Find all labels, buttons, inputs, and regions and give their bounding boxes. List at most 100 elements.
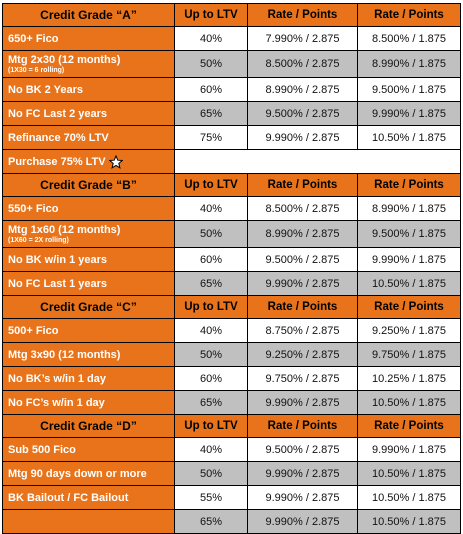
label-cell: No FC’s w/in 1 day [2,390,175,415]
ltv-cell: 40% [174,196,248,221]
ltv-cell: 50% [174,220,248,248]
row-label: Mtg 90 days down or more [8,467,147,480]
ltv-cell: 55% [174,485,248,510]
rate-cell: 9.990% / 1.875 [357,101,461,126]
rate-row: No FC Last 1 years 65% 9.990% / 2.875 10.50… [2,271,461,296]
rate-sheet: Credit Grade “A” Up to LTV Rate / Points Ra… [2,3,461,534]
label-cell [2,509,175,534]
star-icon [108,154,123,169]
rate-cell: 8.990% / 2.875 [247,77,358,102]
rate-cell: 9.990% / 2.875 [247,125,358,150]
ltv-cell: 60% [174,366,248,391]
table-body: Credit Grade “A” Up to LTV Rate / Points Ra… [2,3,461,534]
ltv-cell: 50% [174,342,248,367]
ltv-cell: 65% [174,101,248,126]
label-cell: No FC Last 2 years [2,101,175,126]
label-cell: BK Bailout / FC Bailout [2,485,175,510]
label-cell: No BK’s w/in 1 day [2,366,175,391]
header-row: Credit Grade “B” Up to LTV Rate / Points Ra… [2,173,461,197]
label-cell: Mtg 2x30 (12 months) (1X30 = 6 rolling) [2,50,175,78]
header-cell: Credit Grade “C” [2,295,175,319]
label-cell: No BK 2 Years [2,77,175,102]
ltv-cell: 60% [174,247,248,272]
row-label: Mtg 3x90 (12 months) [8,348,121,361]
rate-row: No BK w/in 1 years 60% 9.500% / 2.875 9.990… [2,247,461,272]
row-label: No BK 2 Years [8,83,84,96]
rate-cell: 9.250% / 1.875 [357,318,461,343]
header-cell: Up to LTV [174,173,248,197]
rate-row: No FC Last 2 years 65% 9.500% / 2.875 9.990… [2,101,461,126]
row-label: 650+ Fico [8,32,59,45]
rate-table: Credit Grade “A” Up to LTV Rate / Points Ra… [2,3,461,534]
header-cell: Rate / Points [247,295,358,319]
rate-cell: 9.990% / 2.875 [247,271,358,296]
row-label: Refinance 70% LTV [8,131,109,144]
label-cell: 500+ Fico [2,318,175,343]
rate-cell: 8.750% / 2.875 [247,318,358,343]
rate-cell: 9.750% / 2.875 [247,366,358,391]
header-cell: Rate / Points [357,173,461,197]
row-label: Sub 500 Fico [8,443,76,456]
row-label: Purchase 75% LTV [8,155,106,168]
ltv-cell: 75% [174,125,248,150]
rate-cell: 9.500% / 2.875 [247,247,358,272]
rate-row: No BK 2 Years 60% 8.990% / 2.875 9.500% / 1… [2,77,461,102]
ltv-cell: 50% [174,50,248,78]
rate-row: 550+ Fico 40% 8.500% / 2.875 8.990% / 1.875 [2,196,461,221]
rate-cell: 9.250% / 2.875 [247,342,358,367]
label-cell: Sub 500 Fico [2,437,175,462]
header-cell: Up to LTV [174,295,248,319]
ltv-cell: 65% [174,509,248,534]
rate-row: 650+ Fico 40% 7.990% / 2.875 8.500% / 1.875 [2,26,461,51]
rate-cell: 10.50% / 1.875 [357,509,461,534]
row-label: Mtg 2x30 (12 months) [8,54,121,66]
header-cell: Up to LTV [174,414,248,438]
label-cell: No BK w/in 1 years [2,247,175,272]
rate-row: BK Bailout / FC Bailout 55% 9.990% / 2.875… [2,485,461,510]
rate-cell: 10.50% / 1.875 [357,125,461,150]
rate-cell: 9.990% / 2.875 [247,390,358,415]
star [108,154,123,169]
rate-cell: 10.50% / 1.875 [357,271,461,296]
label-cell: Mtg 3x90 (12 months) [2,342,175,367]
ltv-cell: 40% [174,318,248,343]
row-label: No FC Last 1 years [8,277,108,290]
header-row: Credit Grade “A” Up to LTV Rate / Points Ra… [2,3,461,27]
rate-cell: 9.500% / 2.875 [247,437,358,462]
rate-cell: 8.500% / 2.875 [247,196,358,221]
row-label: No BK’s w/in 1 day [8,372,107,385]
row-label: Mtg 1x60 (12 months) [8,224,121,236]
ltv-cell: 40% [174,26,248,51]
rate-cell: 10.50% / 1.875 [357,485,461,510]
ltv-cell: 65% [174,390,248,415]
rate-cell: 9.500% / 1.875 [357,220,461,248]
rate-cell: 10.50% / 1.875 [357,390,461,415]
ltv-cell: 40% [174,437,248,462]
rate-cell: 7.990% / 2.875 [247,26,358,51]
row-note: (1X60 = 2X rolling) [8,237,69,244]
rate-row: Purchase 75% LTV [2,149,461,174]
header-cell: Rate / Points [247,173,358,197]
label-cell: 550+ Fico [2,196,175,221]
rate-row: Sub 500 Fico 40% 9.500% / 2.875 9.990% / 1.… [2,437,461,462]
rate-cell: 8.500% / 1.875 [357,26,461,51]
rate-cell: 9.990% / 1.875 [357,247,461,272]
row-label: 500+ Fico [8,324,59,337]
rate-row: Mtg 2x30 (12 months) (1X30 = 6 rolling) 50… [2,50,461,78]
label-cell: Mtg 1x60 (12 months) (1X60 = 2X rolling) [2,220,175,248]
empty-cell [174,149,461,174]
rate-cell: 9.500% / 1.875 [357,77,461,102]
row-label: 550+ Fico [8,202,59,215]
rate-cell: 9.990% / 2.875 [247,509,358,534]
ltv-cell: 65% [174,271,248,296]
header-cell: Credit Grade “D” [2,414,175,438]
header-cell: Credit Grade “A” [2,3,175,27]
row-label: No FC Last 2 years [8,107,108,120]
header-row: Credit Grade “C” Up to LTV Rate / Points Ra… [2,295,461,319]
label-cell: 650+ Fico [2,26,175,51]
ltv-cell: 50% [174,461,248,486]
rate-cell: 10.25% / 1.875 [357,366,461,391]
rate-cell: 9.990% / 2.875 [247,461,358,486]
header-cell: Credit Grade “B” [2,173,175,197]
